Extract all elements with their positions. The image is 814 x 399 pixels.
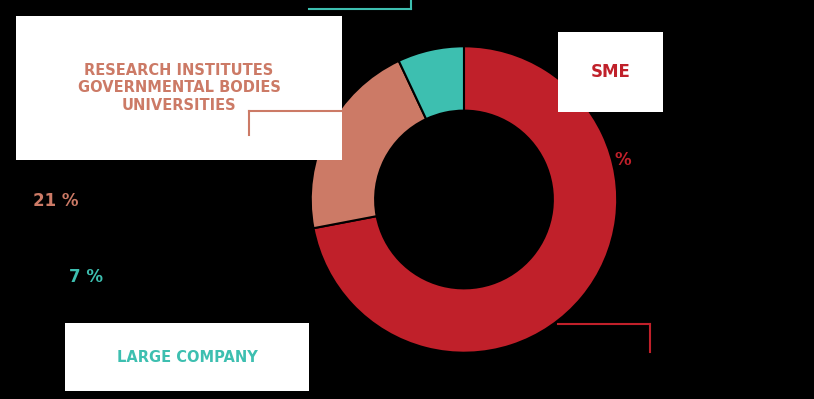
Bar: [558, 32, 663, 112]
Wedge shape: [313, 46, 617, 353]
Text: 7 %: 7 %: [69, 268, 103, 286]
Text: 21 %: 21 %: [33, 192, 78, 211]
Bar: [65, 323, 309, 391]
Bar: [16, 16, 342, 160]
Text: LARGE COMPANY: LARGE COMPANY: [117, 350, 257, 365]
Text: RESEARCH INSTITUTES
GOVERNMENTAL BODIES
UNIVERSITIES: RESEARCH INSTITUTES GOVERNMENTAL BODIES …: [77, 63, 281, 113]
Wedge shape: [399, 46, 464, 119]
Wedge shape: [311, 61, 427, 228]
Text: 72 %: 72 %: [586, 150, 632, 169]
Text: SME: SME: [591, 63, 630, 81]
